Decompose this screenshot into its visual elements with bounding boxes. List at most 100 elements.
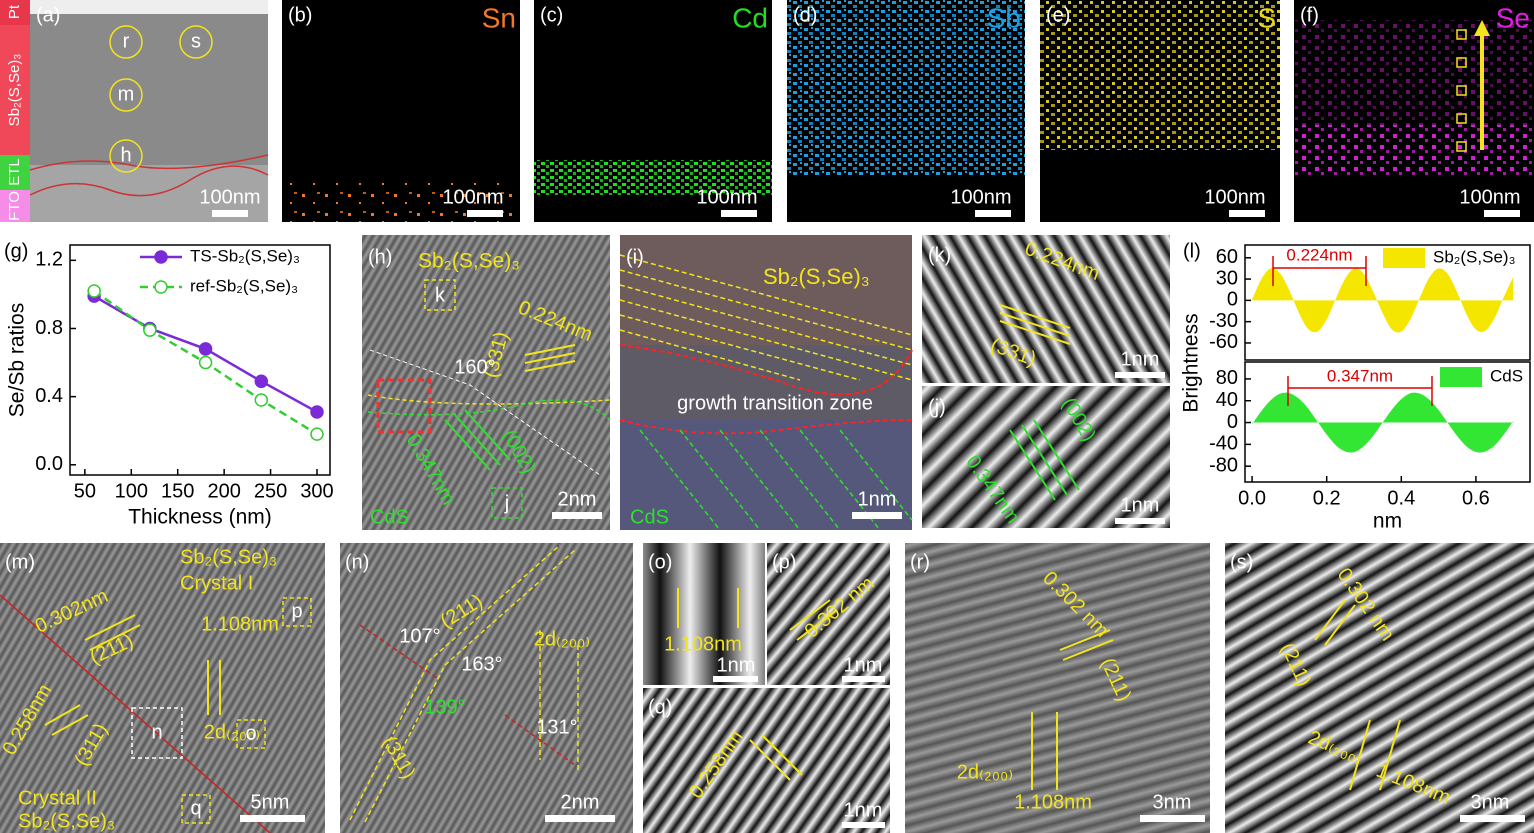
- data-point: [87, 284, 101, 298]
- d-spacing: 1.108nm: [664, 633, 742, 655]
- point-label: r: [123, 30, 130, 52]
- angle-guide: [369, 349, 601, 476]
- x-tick-label: 100: [115, 480, 148, 502]
- x-tick-label: 0.2: [1313, 487, 1341, 509]
- scale-bar: [721, 210, 757, 217]
- point-label: m: [118, 83, 135, 105]
- interface-line: [29, 165, 269, 197]
- data-point: [254, 393, 269, 407]
- scale-bar: [842, 676, 885, 682]
- panel-label: (j): [928, 396, 946, 418]
- legend-marker: [154, 280, 168, 294]
- x-tick-label: 0.4: [1387, 487, 1415, 509]
- point-label: h: [120, 144, 131, 166]
- layer-label: Pt: [6, 4, 23, 19]
- scale-label: 100nm: [696, 186, 757, 208]
- panel-label: (e): [1046, 4, 1070, 26]
- box-label: o: [245, 722, 256, 744]
- layer-etl: [0, 155, 30, 190]
- lattice-lines: [349, 544, 579, 823]
- d-label: 2d₍₂₀₀₎: [534, 628, 590, 650]
- angle-label: 131°: [536, 716, 577, 738]
- crystal-label: Crystal II: [18, 787, 97, 809]
- scale-label: 100nm: [1204, 186, 1265, 208]
- y-axis-label: Brightness: [1180, 313, 1203, 412]
- scale-bar: [842, 822, 885, 828]
- legend-swatch: [1383, 248, 1425, 268]
- d-spacing: 1.108nm: [201, 613, 279, 635]
- scale-label: 1nm: [858, 488, 897, 510]
- phase-label: Sb₂(S,Se)₃: [18, 810, 115, 832]
- point-markers: [109, 25, 213, 173]
- scale-label: 3nm: [1153, 791, 1192, 813]
- panel-label: (s): [1230, 551, 1253, 573]
- lattice-lines: [677, 588, 838, 781]
- angle-label: 107°: [399, 625, 440, 647]
- ifft-image: [643, 688, 890, 833]
- phase-label: Sb₂(S,Se)₃: [418, 250, 520, 273]
- panel-label: (o): [648, 551, 672, 573]
- layer-fto: [0, 190, 30, 222]
- d-spacing: 1.108nm: [1014, 791, 1092, 813]
- y-tick-label: -40: [1209, 433, 1238, 455]
- panel-label: (c): [540, 4, 563, 26]
- annotation: 0.224nm: [1286, 245, 1352, 264]
- d-label: 2d₍₂₀₀₎: [957, 761, 1013, 783]
- fft-box: [181, 597, 312, 824]
- panel-label: (b): [288, 4, 312, 26]
- layer-label: Sb₂(S,Se)₃: [6, 54, 23, 127]
- y-tick-label: 0: [1227, 289, 1238, 311]
- legend-swatch: [1440, 367, 1482, 387]
- legend-label: CdS: [1490, 366, 1523, 385]
- boundary: [619, 344, 913, 396]
- y-tick-label: 60: [1216, 246, 1238, 268]
- y-tick-label: 0.8: [35, 317, 63, 339]
- boundary: [619, 419, 913, 435]
- scale-bar: [1460, 815, 1525, 822]
- scale-bar: [1229, 210, 1265, 217]
- layer-label: ETL: [6, 158, 23, 186]
- scale-bar: [1140, 815, 1205, 822]
- data-point: [310, 405, 324, 419]
- panel-label: (m): [5, 551, 35, 573]
- panel-label: (g): [4, 240, 28, 262]
- x-tick-label: 200: [207, 480, 240, 502]
- ifft-image: [1225, 543, 1534, 833]
- scale-bar: [212, 210, 248, 217]
- scale-label: 100nm: [442, 186, 503, 208]
- angle-label: 160°: [454, 356, 495, 378]
- scale-label: 1nm: [844, 799, 883, 821]
- scale-bar: [1115, 372, 1165, 378]
- angle-label: 139°: [424, 696, 465, 718]
- hrtem-image: [362, 235, 610, 530]
- interface-line: [29, 154, 269, 171]
- y-tick-label: 40: [1216, 389, 1238, 411]
- d-label: 2d₍₂₀₀₎: [204, 721, 260, 743]
- lattice-lines: [524, 344, 576, 372]
- absorber-region: [620, 235, 912, 345]
- box-label: n: [151, 721, 162, 743]
- scale-label: 100nm: [199, 186, 260, 208]
- x-tick-label: 0.6: [1462, 487, 1490, 509]
- x-tick-label: 50: [74, 480, 96, 502]
- fft-box: [424, 279, 456, 311]
- panel-label: (q): [648, 696, 672, 718]
- scale-label: 1nm: [1121, 348, 1160, 370]
- ifft-image: [643, 543, 765, 685]
- series-area: [1252, 268, 1514, 333]
- lattice-lines: [44, 614, 221, 736]
- phase-label: Sb₂(S,Se)₃: [763, 264, 870, 289]
- layer-label: FTO: [6, 191, 23, 221]
- y-tick-label: -80: [1209, 454, 1238, 476]
- x-tick-label: 250: [254, 480, 287, 502]
- element-label: Sb: [987, 2, 1021, 33]
- fft-box: [491, 487, 523, 519]
- ifft-image: [922, 235, 1170, 383]
- data-point: [254, 374, 269, 389]
- substrate-label: CdS: [630, 506, 669, 528]
- panel-label: (i): [626, 246, 644, 268]
- y-tick-label: -60: [1209, 331, 1238, 353]
- zoom-box: [376, 378, 432, 434]
